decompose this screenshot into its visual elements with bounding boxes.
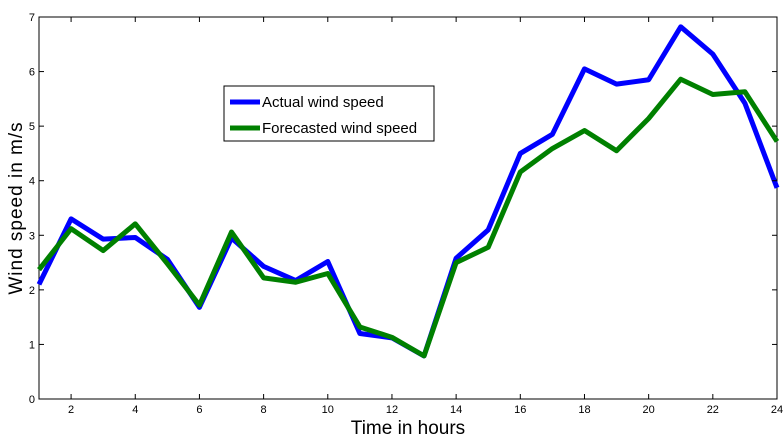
legend-label: Actual wind speed	[262, 94, 384, 111]
x-tick-label: 12	[386, 404, 398, 416]
x-tick-label: 8	[261, 404, 267, 416]
x-axis-label: Time in hours	[351, 418, 465, 439]
series-line-forecasted	[37, 76, 780, 359]
x-tick-label: 24	[771, 404, 783, 416]
x-tick-label: 22	[707, 404, 719, 416]
y-tick-label: 3	[29, 230, 35, 242]
x-tick-label: 10	[322, 404, 334, 416]
x-tick-label: 20	[643, 404, 655, 416]
legend-label: Forecasted wind speed	[262, 120, 417, 137]
y-tick-label: 4	[29, 176, 35, 188]
y-tick-label: 6	[29, 67, 35, 79]
y-tick-label: 1	[29, 339, 35, 351]
x-tick-label: 6	[196, 404, 202, 416]
x-tick-label: 4	[132, 404, 138, 416]
series-layer	[36, 24, 780, 359]
x-tick-label: 18	[578, 404, 590, 416]
legend: Actual wind speed Forecasted wind speed	[223, 85, 435, 142]
y-tick-label: 7	[29, 12, 35, 24]
y-tick-label: 2	[29, 285, 35, 297]
y-tick-label: 0	[29, 394, 35, 406]
legend-box	[223, 85, 435, 142]
x-tick-label: 2	[68, 404, 74, 416]
plot-frame	[38, 16, 778, 400]
plot-area-border	[38, 16, 778, 400]
y-tick-label: 5	[29, 121, 35, 133]
y-axis-label: Wind speed in m/s	[6, 121, 27, 294]
x-tick-label: 14	[450, 404, 462, 416]
x-tick-label: 16	[514, 404, 526, 416]
